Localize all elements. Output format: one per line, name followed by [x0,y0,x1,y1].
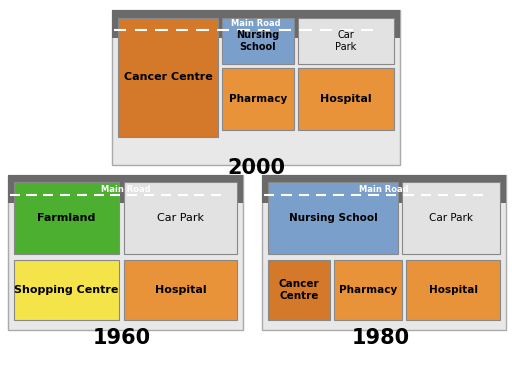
Text: Main Road: Main Road [359,185,409,194]
Text: Car Park: Car Park [429,213,473,223]
Text: Cancer Centre: Cancer Centre [123,73,212,83]
Text: Pharmacy: Pharmacy [339,285,397,295]
Bar [406,260,500,320]
Text: Cancer
Centre: Cancer Centre [279,279,319,301]
Text: Car
Park: Car Park [335,30,357,52]
Bar [334,260,402,320]
Text: 2000: 2000 [227,158,285,178]
Bar [402,182,500,254]
FancyBboxPatch shape [262,175,506,330]
Text: Shopping Centre: Shopping Centre [14,285,119,295]
Bar [112,10,400,38]
Bar [14,182,119,254]
Bar [8,175,243,203]
Bar [14,260,119,320]
Text: Hospital: Hospital [429,285,478,295]
Bar [222,68,294,130]
Bar [262,175,506,203]
Text: 1980: 1980 [352,328,410,348]
Bar [118,18,218,137]
Text: Main Road: Main Road [231,20,281,28]
Text: Nursing School: Nursing School [289,213,377,223]
Bar [268,182,398,254]
FancyBboxPatch shape [112,10,400,165]
Text: 1960: 1960 [93,328,151,348]
FancyBboxPatch shape [8,175,243,330]
Bar [298,18,394,64]
Bar [124,260,237,320]
Text: Nursing
School: Nursing School [237,30,280,52]
Text: Hospital: Hospital [320,94,372,104]
Text: Pharmacy: Pharmacy [229,94,287,104]
Bar [124,182,237,254]
Text: Hospital: Hospital [155,285,206,295]
Bar [298,68,394,130]
Bar [268,260,330,320]
Text: Car Park: Car Park [157,213,204,223]
Text: Farmland: Farmland [37,213,96,223]
Text: Main Road: Main Road [101,185,151,194]
Bar [222,18,294,64]
